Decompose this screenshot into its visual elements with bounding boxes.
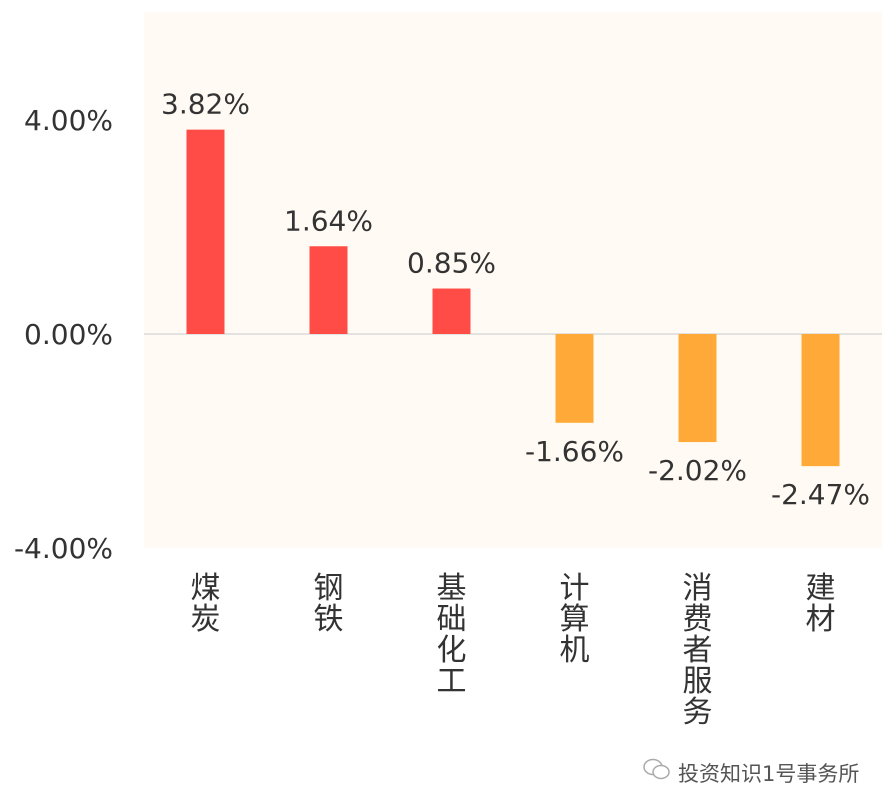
watermark: 投资知识1号事务所 — [642, 757, 859, 788]
data-label: -1.66% — [525, 435, 624, 468]
bar — [309, 246, 348, 334]
data-label: 0.85% — [407, 247, 496, 280]
y-tick-label: -4.00% — [14, 532, 113, 565]
x-category-label: 消费者服务 — [683, 571, 713, 730]
bar — [432, 288, 471, 334]
watermark-text: 投资知识1号事务所 — [678, 761, 860, 786]
plot-area — [144, 12, 882, 548]
bar — [555, 334, 594, 423]
data-label: 1.64% — [284, 204, 373, 237]
bar — [186, 129, 225, 334]
y-tick-label: 4.00% — [24, 104, 113, 137]
data-label: -2.47% — [771, 478, 870, 511]
data-label: -2.02% — [648, 454, 747, 487]
data-label: 3.82% — [161, 88, 250, 121]
x-category-label: 煤炭 — [191, 571, 221, 637]
wechat-icon — [642, 757, 672, 788]
x-category-label: 建材 — [806, 571, 836, 637]
x-category-label: 基础化工 — [437, 571, 467, 699]
y-tick-label: 0.00% — [24, 318, 113, 351]
bar — [678, 334, 717, 443]
x-category-label: 钢铁 — [314, 571, 344, 637]
x-category-label: 计算机 — [560, 571, 590, 668]
bar — [801, 334, 840, 467]
